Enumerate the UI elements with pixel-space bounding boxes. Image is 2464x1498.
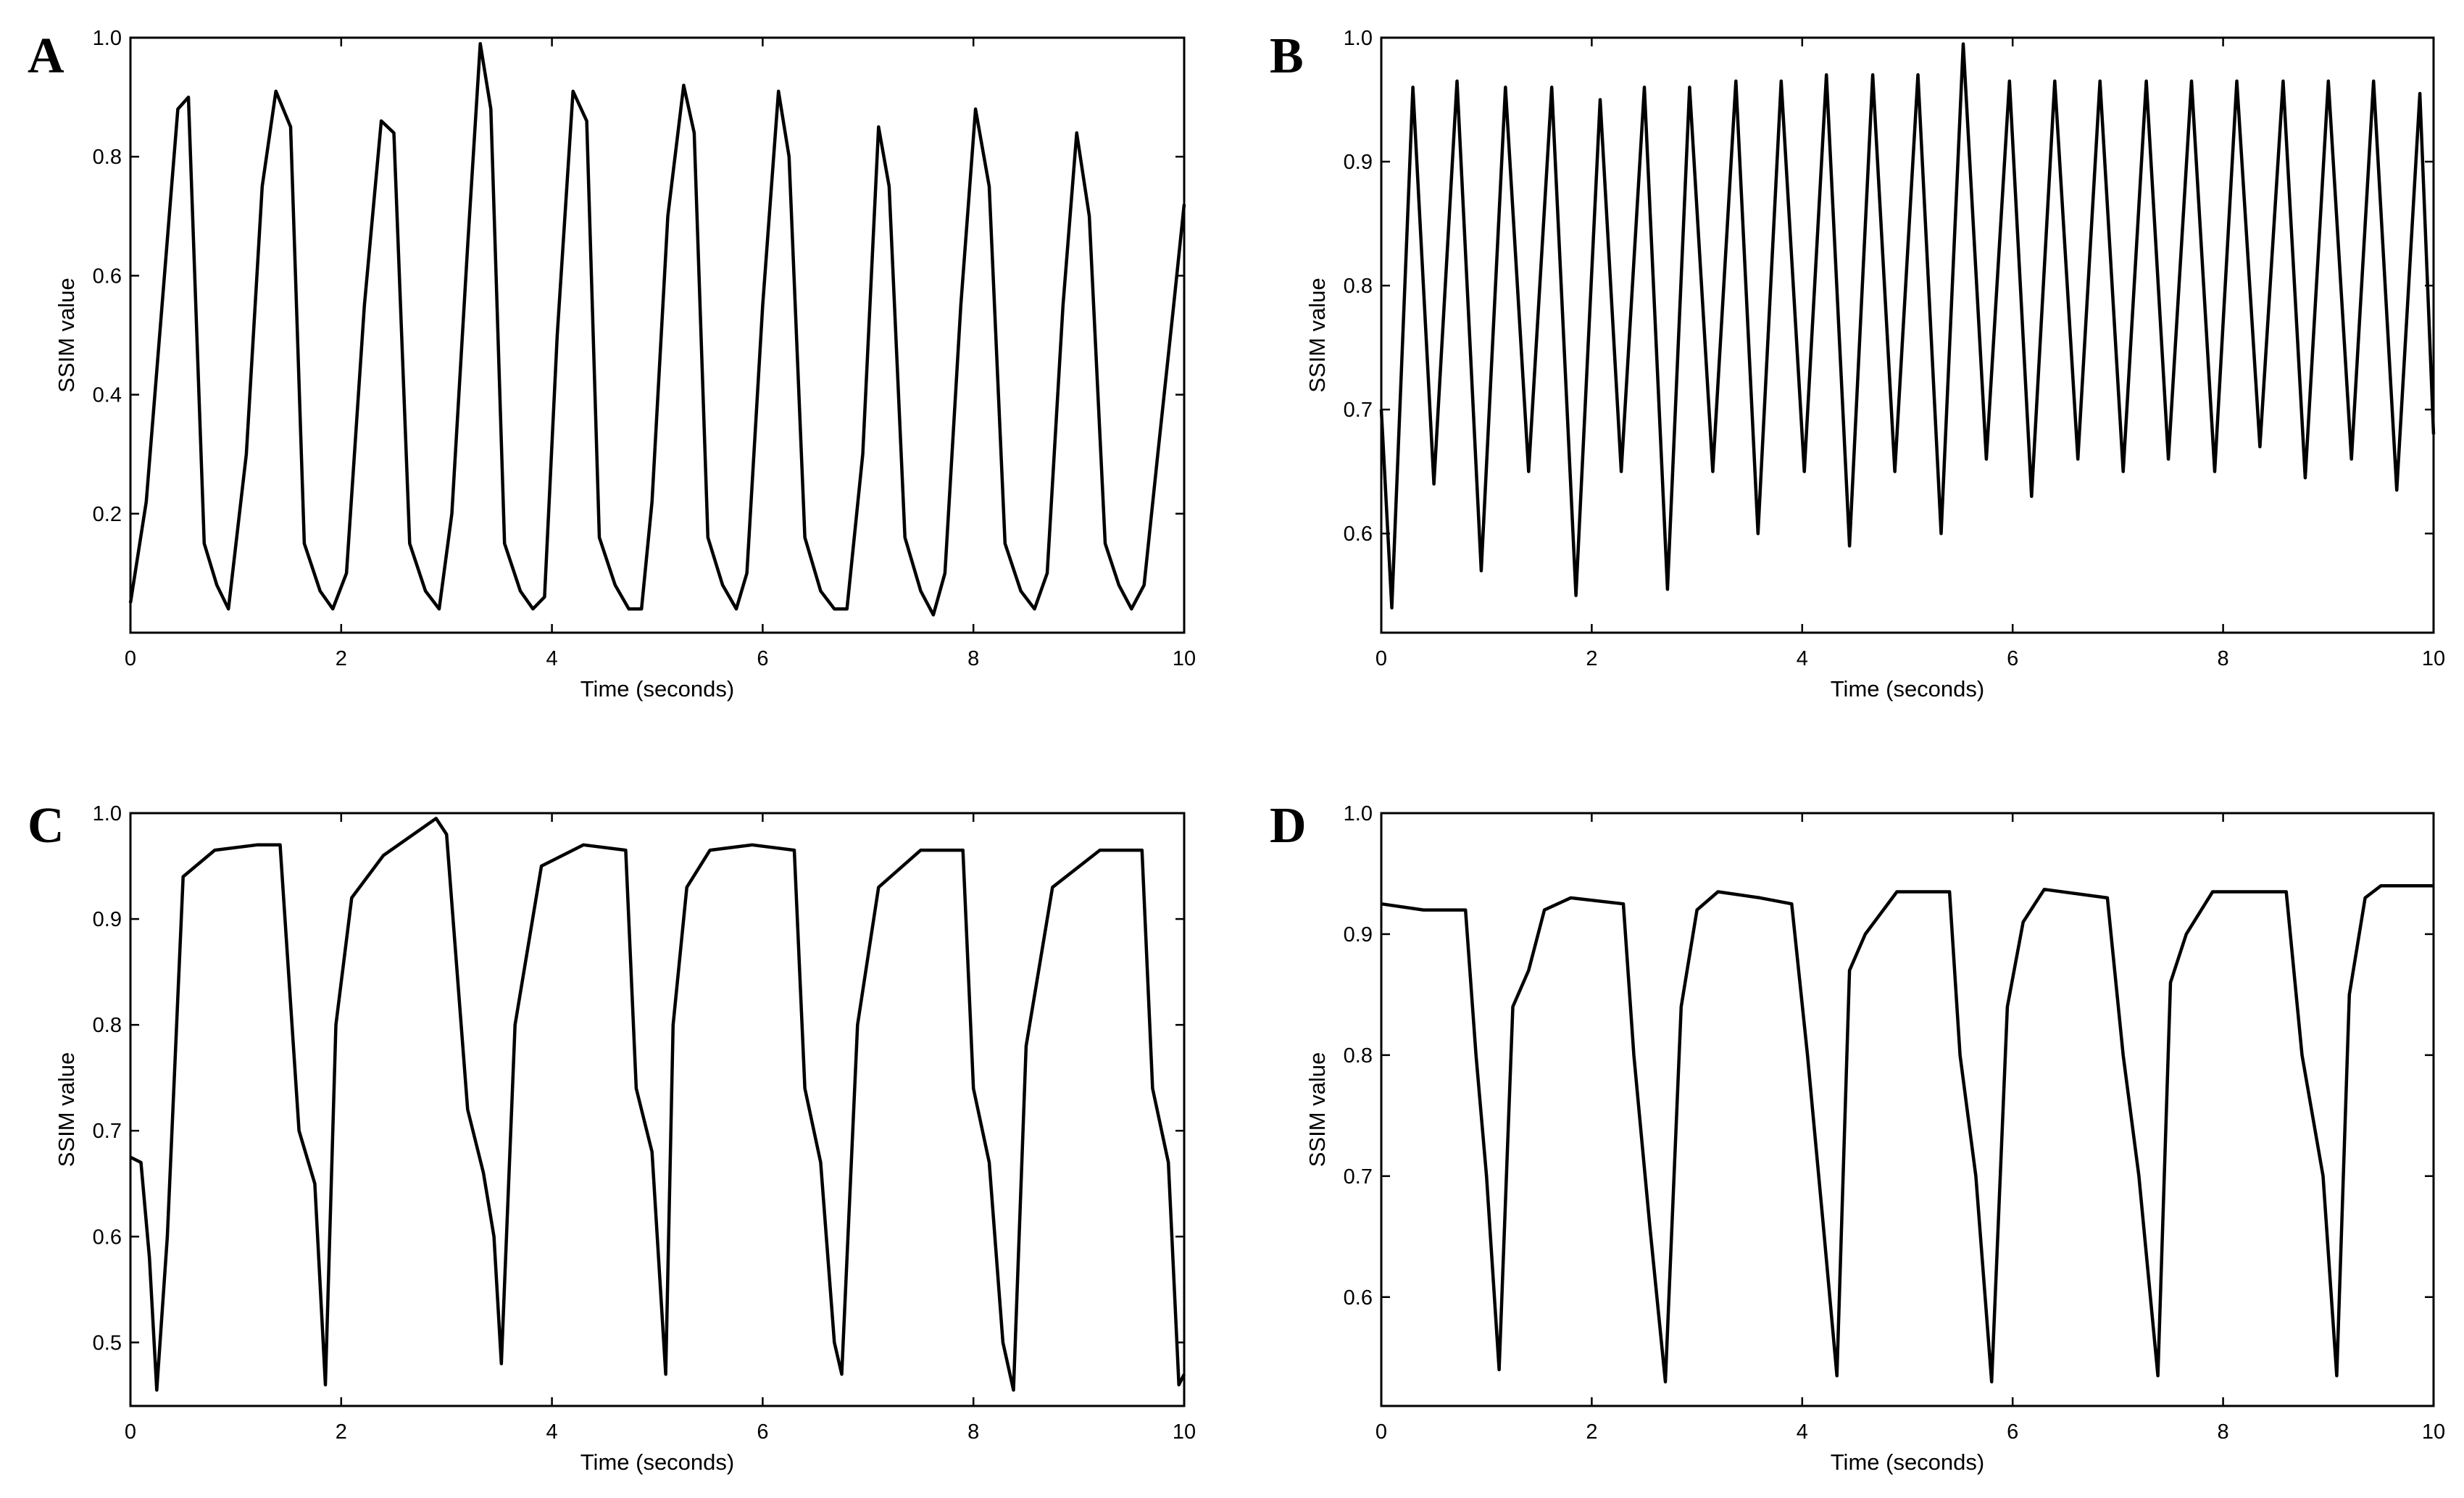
y-tick-label: 1.0 bbox=[1344, 802, 1373, 825]
y-tick-label: 0.2 bbox=[93, 503, 122, 526]
x-tick-label: 4 bbox=[546, 647, 558, 670]
y-tick-label: 0.7 bbox=[93, 1120, 122, 1143]
y-tick-label: 1.0 bbox=[1344, 27, 1373, 50]
x-tick-label: 10 bbox=[1173, 1420, 1196, 1444]
y-tick-label: 0.9 bbox=[1344, 151, 1373, 174]
ssim-series-line bbox=[1381, 883, 2434, 1383]
x-axis-title: Time (seconds) bbox=[1831, 676, 1984, 702]
panel-letter: B bbox=[1270, 28, 1304, 84]
plot-frame bbox=[129, 36, 1186, 634]
chart-panel-B: B 0 2 4 6 8 10 0.6 0.7 0.8 0.9 1.0 Time (seconds) SSI… bbox=[1270, 27, 2445, 702]
y-tick-label: 0.7 bbox=[1344, 399, 1373, 422]
y-tick-label: 0.4 bbox=[93, 384, 122, 407]
y-tick-label: 0.7 bbox=[1344, 1165, 1373, 1189]
y-tick-label: 1.0 bbox=[93, 802, 122, 825]
y-axis-title: SSIM value bbox=[54, 278, 79, 393]
plot-frame bbox=[1380, 36, 2435, 634]
x-tick-label: 4 bbox=[1797, 1420, 1808, 1444]
chart-panel-A: A 0 2 4 6 8 10 0.2 0.4 0.6 0.8 1.0 Time (seconds) SSI… bbox=[28, 27, 1196, 702]
y-tick-label: 0.9 bbox=[93, 908, 122, 931]
x-axis-title: Time (seconds) bbox=[580, 1449, 734, 1475]
ssim-series-line bbox=[129, 817, 1186, 1392]
x-tick-label: 6 bbox=[757, 1420, 768, 1444]
y-tick-label: 0.9 bbox=[1344, 923, 1373, 946]
x-tick-label: 0 bbox=[1375, 1420, 1387, 1444]
x-tick-label: 2 bbox=[336, 1420, 347, 1444]
y-axis-title: SSIM value bbox=[1304, 1052, 1330, 1168]
x-tick-label: 8 bbox=[2218, 647, 2229, 670]
x-axis-title: Time (seconds) bbox=[580, 676, 734, 702]
y-tick-label: 1.0 bbox=[93, 27, 122, 50]
y-tick-label: 0.8 bbox=[93, 1014, 122, 1037]
y-tick-label: 0.8 bbox=[1344, 275, 1373, 298]
x-tick-label: 0 bbox=[125, 647, 136, 670]
y-tick-label: 0.5 bbox=[93, 1331, 122, 1355]
x-tick-label: 2 bbox=[1586, 1420, 1597, 1444]
x-tick-label: 4 bbox=[1797, 647, 1808, 670]
x-tick-label: 6 bbox=[2007, 1420, 2018, 1444]
x-tick-label: 0 bbox=[1375, 647, 1387, 670]
y-tick-label: 0.6 bbox=[1344, 1286, 1373, 1310]
y-tick-label: 0.6 bbox=[1344, 523, 1373, 546]
chart-panel-C: C 0 2 4 6 8 10 0.5 0.6 0.7 0.8 0.9 1.0 Time (seconds)… bbox=[28, 798, 1196, 1475]
x-tick-label: 10 bbox=[2422, 647, 2445, 670]
plot-frame bbox=[129, 812, 1186, 1407]
y-tick-label: 0.8 bbox=[1344, 1044, 1373, 1068]
x-tick-label: 0 bbox=[125, 1420, 136, 1444]
x-tick-label: 8 bbox=[967, 1420, 979, 1444]
x-tick-label: 6 bbox=[757, 647, 768, 670]
x-axis-title: Time (seconds) bbox=[1831, 1449, 1984, 1475]
panel-letter: A bbox=[28, 28, 64, 84]
y-axis-title: SSIM value bbox=[54, 1052, 79, 1168]
ssim-series-line bbox=[128, 41, 1186, 617]
y-tick-label: 0.6 bbox=[93, 265, 122, 288]
x-tick-label: 10 bbox=[2422, 1420, 2445, 1444]
x-tick-label: 10 bbox=[1173, 647, 1196, 670]
y-tick-label: 0.6 bbox=[93, 1226, 122, 1249]
x-tick-label: 2 bbox=[1586, 647, 1597, 670]
x-tick-label: 6 bbox=[2007, 647, 2018, 670]
panel-letter: C bbox=[28, 798, 64, 854]
x-tick-label: 8 bbox=[967, 647, 979, 670]
panel-letter: D bbox=[1270, 798, 1307, 854]
y-axis-title: SSIM value bbox=[1304, 278, 1330, 393]
y-tick-label: 0.8 bbox=[93, 146, 122, 169]
x-tick-label: 4 bbox=[546, 1420, 558, 1444]
chart-panel-D: D 0 2 4 6 8 10 0.6 0.7 0.8 0.9 1.0 Time (seconds) SSI… bbox=[1270, 798, 2445, 1475]
x-tick-label: 2 bbox=[336, 647, 347, 670]
ssim-series-line bbox=[1379, 42, 2436, 610]
plot-frame bbox=[1380, 812, 2435, 1407]
x-tick-label: 8 bbox=[2218, 1420, 2229, 1444]
